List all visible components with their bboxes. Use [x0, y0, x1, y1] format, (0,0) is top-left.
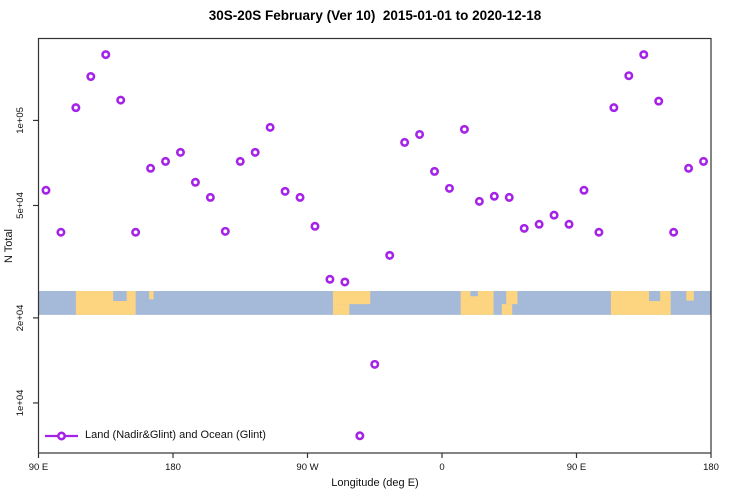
data-point: [430, 166, 440, 176]
data-point: [161, 156, 171, 166]
data-point: [564, 219, 574, 229]
legend-marker: [56, 431, 66, 441]
map-strip-new-caledonia: [149, 291, 154, 300]
data-point: [250, 147, 260, 157]
data-point: [205, 192, 215, 202]
y-tick-label: 2e+04: [15, 305, 26, 332]
map-strip-australia-wrap: [610, 291, 671, 315]
data-point: [504, 192, 514, 202]
data-point: [639, 50, 649, 60]
data-point: [131, 227, 141, 237]
data-point: [489, 191, 499, 201]
data-point: [295, 192, 305, 202]
data-point: [654, 96, 664, 106]
data-point: [684, 163, 694, 173]
data-point: [146, 163, 156, 173]
data-point: [415, 129, 425, 139]
map-strip-madagascar-south: [501, 304, 513, 315]
x-tick-label: 180: [165, 462, 181, 473]
plot-border: [37, 37, 712, 454]
data-point: [310, 221, 320, 231]
data-point: [235, 156, 245, 166]
data-point: [669, 227, 679, 237]
data-point: [325, 274, 335, 284]
data-point: [370, 359, 380, 369]
map-strip-gulf-of-carpentaria: [113, 291, 127, 302]
x-tick-label: 90 E: [29, 462, 49, 473]
map-strip-africa: [460, 291, 494, 315]
legend-label: Land (Nadir&Glint) and Ocean (Glint): [85, 429, 266, 441]
data-point: [519, 223, 529, 233]
data-point: [534, 219, 544, 229]
chart-title: 30S-20S February (Ver 10) 2015-01-01 to …: [208, 8, 542, 23]
x-tick-label: 180: [703, 462, 719, 473]
data-point: [609, 103, 619, 113]
data-point: [280, 186, 290, 196]
map-strip-gulf-of-carpentaria-wrap: [648, 291, 661, 302]
data-point: [190, 177, 200, 187]
data-point: [549, 210, 559, 220]
x-tick-label: 90 W: [296, 462, 318, 473]
data-point: [220, 226, 230, 236]
map-strip-africa-coast-notch: [470, 291, 478, 297]
data-point: [56, 227, 66, 237]
data-point: [579, 185, 589, 195]
map-strip-ocean: [38, 291, 711, 315]
data-point: [624, 71, 634, 81]
x-tick-label: 90 E: [567, 462, 587, 473]
data-point: [71, 103, 81, 113]
x-axis-label: Longitude (deg E): [331, 477, 419, 489]
data-point: [116, 95, 126, 105]
y-tick-label: 5e+04: [15, 192, 26, 219]
data-point: [101, 50, 111, 60]
data-point: [340, 277, 350, 287]
data-point: [594, 227, 604, 237]
y-tick-label: 1e+05: [15, 107, 26, 134]
data-point: [699, 156, 709, 166]
x-tick-label: 0: [439, 462, 444, 473]
data-point: [86, 72, 96, 82]
map-strip-south-america-south: [332, 304, 350, 315]
y-tick-label: 1e+04: [15, 390, 26, 417]
data-point: [265, 122, 275, 132]
data-point: [355, 431, 365, 441]
data-point: [400, 137, 410, 147]
data-point: [175, 147, 185, 157]
map-strip-south-america-north: [332, 291, 371, 305]
map-strip-new-caledonia-wrap: [686, 291, 694, 301]
data-point: [474, 196, 484, 206]
data-point: [41, 185, 51, 195]
map-strip-madagascar-north: [506, 291, 518, 305]
data-point: [444, 183, 454, 193]
data-point: [459, 124, 469, 134]
data-point: [385, 250, 395, 260]
